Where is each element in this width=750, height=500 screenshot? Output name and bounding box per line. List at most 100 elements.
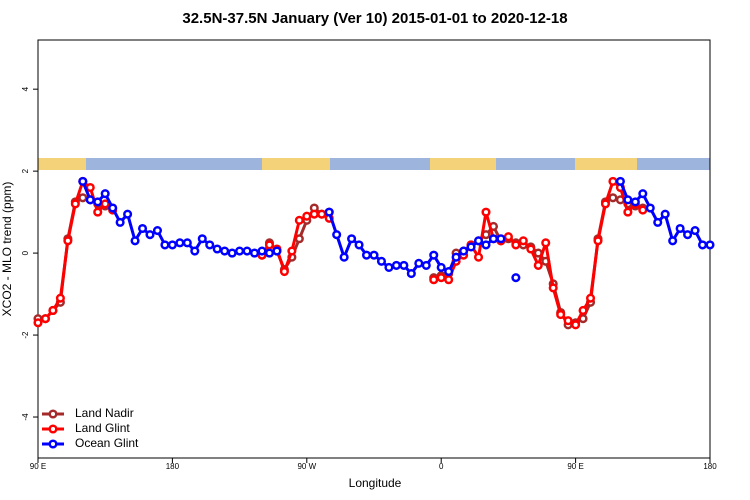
data-point (391, 260, 401, 270)
data-point (332, 230, 342, 240)
data-point (585, 293, 596, 303)
data-point (152, 226, 163, 236)
data-point (123, 209, 133, 219)
data-point (466, 242, 476, 252)
data-point (160, 240, 170, 250)
data-point (264, 240, 275, 250)
data-point (414, 258, 424, 268)
data-point (593, 236, 603, 246)
data-point (481, 207, 491, 217)
data-point (48, 305, 58, 316)
x-tick-label: 90 E (567, 462, 583, 471)
data-point (436, 273, 446, 283)
data-point (40, 314, 51, 324)
data-point (623, 195, 633, 205)
data-point (85, 195, 95, 205)
data-point (630, 197, 640, 207)
data-point (697, 240, 708, 250)
data-point (272, 246, 282, 256)
legend-label: Ocean Glint (75, 436, 139, 450)
x-tick-label: 180 (703, 462, 717, 471)
data-point (190, 246, 200, 256)
data-point (242, 246, 252, 256)
data-point (436, 262, 446, 272)
data-point (264, 248, 275, 258)
series-line (37, 178, 644, 327)
data-point (488, 234, 499, 244)
data-point (130, 236, 140, 246)
data-point (526, 244, 536, 254)
legend-label: Land Nadir (75, 406, 134, 420)
data-point (220, 246, 230, 256)
data-point (93, 197, 103, 207)
data-point (541, 238, 551, 248)
data-point (548, 283, 558, 293)
y-tick-label: -2 (21, 331, 30, 339)
data-point (205, 240, 215, 250)
data-point (279, 266, 289, 277)
data-point (556, 310, 566, 320)
data-point (257, 246, 267, 256)
data-point (78, 176, 88, 186)
x-axis-label: Longitude (349, 476, 402, 490)
data-point (287, 246, 297, 256)
data-point (675, 223, 685, 234)
data-point (324, 207, 334, 217)
data-point (608, 176, 618, 186)
data-point (451, 252, 461, 262)
data-point (705, 240, 715, 250)
data-point (354, 240, 364, 250)
y-tick-label: 2 (21, 168, 30, 173)
data-point (473, 252, 484, 262)
data-point (421, 260, 431, 270)
data-point (302, 211, 312, 221)
data-point (615, 176, 625, 186)
data-point (518, 236, 528, 246)
data-point (115, 217, 125, 227)
legend-marker (48, 439, 58, 449)
data-point (496, 234, 506, 244)
legend-marker (48, 424, 58, 434)
data-point (473, 236, 484, 246)
data-point (100, 189, 110, 199)
data-point (100, 199, 110, 209)
data-point (63, 236, 73, 246)
data-point (33, 318, 43, 328)
data-point (369, 250, 379, 260)
data-point (429, 275, 439, 285)
data-point (653, 217, 663, 227)
data-point (533, 260, 543, 270)
data-point (638, 189, 648, 199)
data-point (578, 305, 588, 316)
y-tick-label: 0 (21, 250, 30, 255)
data-point (600, 199, 611, 209)
data-point (406, 269, 416, 279)
data-point (683, 230, 693, 240)
y-tick-label: 4 (21, 86, 30, 91)
data-point (563, 316, 573, 326)
data-point (309, 209, 319, 219)
data-point (197, 234, 207, 244)
data-point (645, 203, 655, 213)
data-point (167, 240, 177, 250)
data-point (571, 320, 581, 330)
data-point (638, 205, 648, 215)
data-point (361, 250, 372, 260)
x-tick-label: 180 (166, 462, 180, 471)
y-axis-label: XCO2 - MLO trend (ppm) (0, 182, 14, 317)
data-point (481, 240, 491, 250)
chart-title: 32.5N-37.5N January (Ver 10) 2015-01-01 … (182, 10, 567, 27)
data-point (511, 240, 521, 250)
data-point (227, 248, 237, 258)
data-point (175, 238, 185, 248)
data-point (429, 250, 439, 260)
data-point (145, 230, 155, 240)
data-point (623, 207, 633, 217)
data-point (503, 232, 513, 242)
data-point (93, 207, 103, 217)
data-point (70, 199, 80, 209)
data-point (317, 209, 327, 219)
